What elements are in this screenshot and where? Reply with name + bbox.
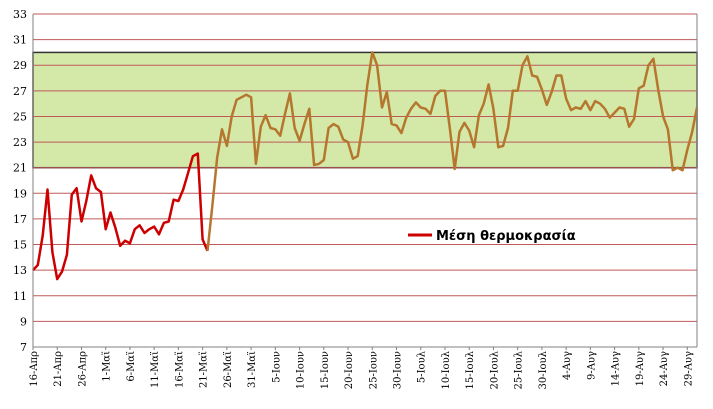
x-tick-label: 25-Ιουλ xyxy=(514,350,525,389)
series-line-late xyxy=(206,51,699,252)
x-tick-label: 16-Απρ xyxy=(29,351,40,387)
x-tick-label: 25-Ιουν xyxy=(368,351,379,389)
x-tick-label: 21-Απρ xyxy=(53,351,64,387)
y-tick-labels: 7 9 11 13 15 17 19 21 23 25 27 29 31 33 xyxy=(13,8,27,354)
y-tick-label: 27 xyxy=(13,85,27,98)
y-tick-label: 15 xyxy=(13,239,27,252)
y-tick-label: 7 xyxy=(20,341,27,354)
x-tick-label: 30-Ιουλ xyxy=(538,350,549,389)
y-tick-label: 17 xyxy=(13,213,27,226)
legend: Μέση θερμοκρασία xyxy=(408,229,576,244)
x-tick-label: 5-Ιουν xyxy=(271,351,282,383)
y-tick-label: 21 xyxy=(13,162,27,175)
x-tick-label: 1-Μαϊ xyxy=(102,351,113,382)
x-tick-label: 19-Αυγ xyxy=(635,351,646,386)
x-tick-label: 5-Ιουλ xyxy=(417,350,428,383)
legend-label: Μέση θερμοκρασία xyxy=(436,229,576,244)
x-tick-label: 30-Ιουν xyxy=(393,351,404,389)
y-tick-label: 33 xyxy=(13,8,27,21)
x-tick-label: 29-Αυγ xyxy=(683,351,694,386)
y-tick-label: 11 xyxy=(13,290,27,303)
y-tick-label: 31 xyxy=(13,34,27,47)
y-tick-label: 29 xyxy=(13,59,27,72)
x-tick-label: 10-Ιουλ xyxy=(441,350,452,389)
series-line-early xyxy=(32,152,209,281)
y-tick-label: 13 xyxy=(13,264,27,277)
x-tick-label: 6-Μαϊ xyxy=(126,351,137,382)
x-tick-label: 9-Αυγ xyxy=(586,351,597,380)
x-tick-label: 4-Αυγ xyxy=(562,351,573,380)
x-tick-label: 26-Απρ xyxy=(77,351,88,387)
x-tick-label: 20-Ιουλ xyxy=(489,350,500,389)
series-line xyxy=(32,51,699,281)
x-tick-label: 11-Μαϊ xyxy=(150,351,161,388)
x-tick-label: 24-Αυγ xyxy=(659,351,670,386)
gridlines xyxy=(33,13,697,348)
axes xyxy=(32,14,698,348)
x-tick-label: 31-Μαϊ xyxy=(247,351,258,388)
x-tick-label: 26-Μαϊ xyxy=(223,351,234,388)
x-tick-label: 14-Αυγ xyxy=(611,351,622,386)
x-tick-label: 16-Μαϊ xyxy=(174,351,185,388)
y-tick-label: 23 xyxy=(13,136,27,149)
x-tick-label: 15-Ιουν xyxy=(320,351,331,389)
y-tick-label: 9 xyxy=(20,315,27,328)
y-tick-label: 19 xyxy=(13,187,27,200)
x-tick-label: 21-Μαϊ xyxy=(199,351,210,388)
x-tick-labels: 16-Απρ 21-Απρ 26-Απρ 1-Μαϊ 6-Μαϊ 11-Μαϊ 16-Μαϊ… xyxy=(29,347,694,390)
x-tick-label: 10-Ιουν xyxy=(296,351,307,389)
x-tick-label: 15-Ιουλ xyxy=(465,350,476,389)
y-tick-label: 25 xyxy=(13,110,27,123)
x-tick-label: 20-Ιουν xyxy=(344,351,355,389)
